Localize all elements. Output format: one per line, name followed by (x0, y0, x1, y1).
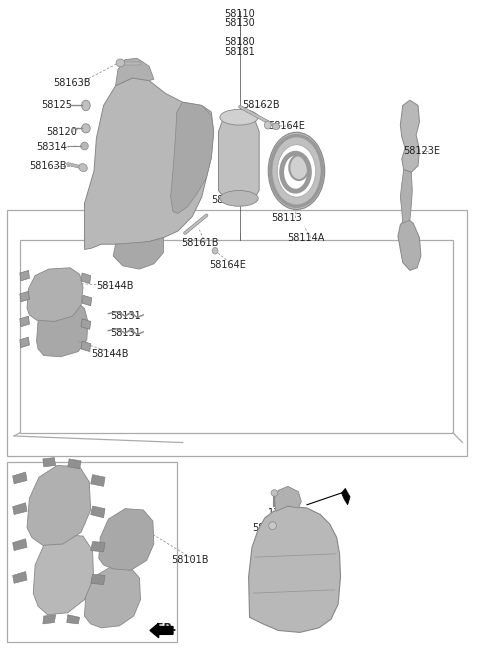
Text: 58101B: 58101B (171, 555, 209, 565)
Text: 58164E: 58164E (209, 260, 246, 270)
Ellipse shape (268, 133, 324, 209)
FancyArrow shape (150, 623, 173, 638)
Text: 58112: 58112 (211, 195, 242, 205)
Polygon shape (12, 472, 27, 483)
Ellipse shape (82, 124, 90, 133)
Polygon shape (249, 506, 340, 632)
Text: 58180: 58180 (225, 37, 255, 47)
Text: 58163B: 58163B (53, 77, 91, 87)
Text: 58144B: 58144B (96, 281, 134, 291)
Ellipse shape (289, 155, 309, 180)
Ellipse shape (116, 59, 125, 67)
Text: FR.: FR. (156, 623, 177, 633)
Polygon shape (43, 615, 56, 624)
Bar (7, 462, 177, 642)
Ellipse shape (277, 145, 316, 197)
Ellipse shape (79, 163, 87, 172)
Ellipse shape (271, 489, 278, 496)
Polygon shape (341, 488, 350, 504)
Text: 58161B: 58161B (181, 238, 219, 248)
Polygon shape (81, 273, 91, 283)
Text: 58163B: 58163B (29, 161, 67, 171)
Polygon shape (398, 218, 421, 270)
Polygon shape (91, 506, 105, 518)
Polygon shape (116, 58, 154, 86)
Polygon shape (68, 459, 81, 469)
Polygon shape (84, 567, 141, 628)
Text: 58114A: 58114A (287, 233, 324, 243)
Polygon shape (67, 615, 80, 624)
Ellipse shape (212, 247, 218, 254)
Polygon shape (12, 539, 27, 550)
Text: 58120: 58120 (46, 127, 77, 136)
Ellipse shape (269, 522, 276, 529)
Text: 58113: 58113 (272, 213, 302, 223)
Ellipse shape (220, 110, 258, 125)
Polygon shape (20, 291, 29, 302)
Text: 58130: 58130 (225, 18, 255, 28)
Text: 1360GJ: 1360GJ (268, 508, 302, 518)
Ellipse shape (82, 100, 90, 111)
Text: 58164E: 58164E (268, 121, 305, 131)
Text: 58131: 58131 (110, 311, 141, 321)
Polygon shape (36, 302, 88, 357)
Polygon shape (170, 102, 214, 213)
Polygon shape (99, 508, 154, 570)
Text: 58314: 58314 (36, 142, 67, 152)
Polygon shape (113, 237, 163, 269)
Polygon shape (12, 502, 27, 514)
Ellipse shape (272, 123, 279, 130)
Polygon shape (81, 319, 91, 329)
Polygon shape (27, 466, 91, 545)
Ellipse shape (81, 142, 88, 150)
Polygon shape (400, 100, 420, 173)
Polygon shape (20, 316, 29, 327)
Polygon shape (91, 475, 105, 486)
Bar (20, 239, 453, 433)
Polygon shape (218, 111, 259, 202)
Text: 58123E: 58123E (403, 146, 440, 156)
Text: 58151B: 58151B (252, 523, 289, 533)
Polygon shape (20, 337, 29, 348)
Text: 58131: 58131 (110, 328, 141, 338)
Polygon shape (84, 78, 214, 249)
Text: 58162B: 58162B (242, 100, 280, 110)
Polygon shape (20, 270, 29, 281)
Text: 58181: 58181 (225, 47, 255, 56)
Polygon shape (33, 534, 94, 615)
Polygon shape (27, 268, 83, 321)
Polygon shape (400, 170, 412, 223)
Text: 58110: 58110 (225, 9, 255, 18)
Polygon shape (275, 486, 301, 511)
Polygon shape (91, 574, 105, 584)
Ellipse shape (264, 121, 271, 129)
Polygon shape (81, 341, 91, 352)
Polygon shape (12, 571, 27, 583)
Ellipse shape (220, 190, 258, 206)
Polygon shape (91, 541, 105, 552)
Polygon shape (43, 458, 56, 467)
Polygon shape (82, 295, 92, 306)
Text: 58144B: 58144B (92, 349, 129, 359)
Bar (7, 210, 468, 456)
Text: 58125: 58125 (41, 100, 72, 110)
